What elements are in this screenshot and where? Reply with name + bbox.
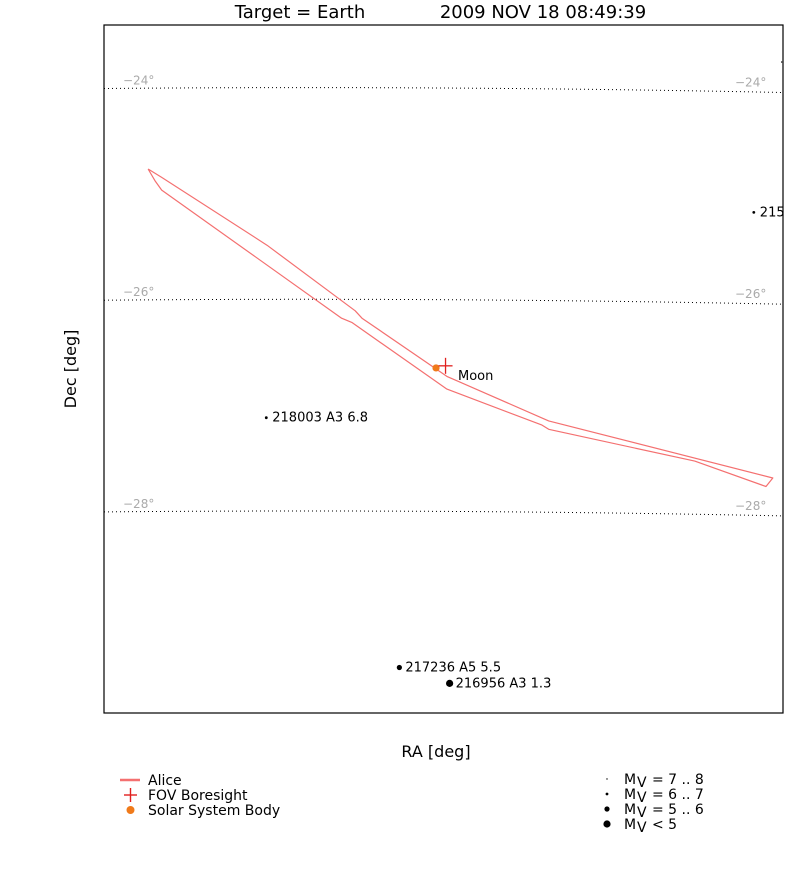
dec-grid-label: −24° [735,76,766,90]
magnitude-symbol: M [624,787,636,803]
dec-grid-label: −26° [735,287,766,301]
magnitude-symbol: M [624,817,636,833]
dec-gridline [103,510,784,517]
legend-item: Solar System Body [126,803,280,819]
alice-slit-outline [147,168,774,488]
legend-star-swatch [603,820,611,828]
magnitude-subscript: V [637,805,647,821]
legend-magnitude-item: M V = 5 .. 6 [604,802,704,821]
legend-star-swatch [606,778,608,780]
legend-label: Solar System Body [148,803,280,819]
star-marker [264,416,268,420]
dec-gridline [103,87,784,94]
dec-grid-label: −28° [123,497,154,511]
chart-title-time: 2009 NOV 18 08:49:39 [440,2,646,23]
legend-label: Alice [148,773,182,789]
star-label: 217236 A5 5.5 [405,660,501,675]
star-marker [752,210,756,214]
legend-cross-swatch [124,788,137,802]
dec-grid-label: −24° [123,74,154,88]
legend-magnitude-item: M V = 7 .. 8 [606,772,704,791]
dec-grid-label: −28° [735,499,766,513]
magnitude-subscript: V [637,820,647,836]
magnitude-range: = 7 .. 8 [652,772,704,788]
chart-title-target: Target = Earth [234,2,365,23]
magnitude-range: = 5 .. 6 [652,802,704,818]
magnitude-range: < 5 [652,817,677,833]
star-marker [396,664,402,671]
star-label: 215 [760,205,785,220]
legend-label: FOV Boresight [148,788,248,804]
star-marker [780,61,783,63]
legend-item: Alice [120,773,182,789]
magnitude-range: = 6 .. 7 [652,787,704,803]
dec-grid: −24° −24° −26° −26° −28° −28° [103,74,784,517]
magnitude-symbol: M [624,802,636,818]
star-label: 218003 A3 6.8 [272,411,368,426]
plot-frame [103,24,784,714]
magnitude-symbol: M [624,772,636,788]
y-axis-label: Dec [deg] [61,330,80,409]
solar-body-layer: Moon [432,357,493,384]
magnitude-subscript: V [637,790,647,806]
star-marker [446,679,454,687]
legend-magnitude-item: M V < 5 [603,817,677,836]
star-label: 216956 A3 1.3 [456,676,552,691]
legend-star-swatch [604,806,610,812]
legend-star-swatch [605,792,609,796]
legend-dot-swatch [126,806,135,814]
dec-gridline [103,298,784,305]
moon-label: Moon [458,369,493,384]
legend-item: FOV Boresight [124,788,248,804]
moon-marker [432,364,440,372]
legend-magnitude-item: M V = 6 .. 7 [605,787,704,806]
magnitude-subscript: V [637,775,647,791]
dec-grid-label: −26° [123,285,154,299]
boresight-cross [438,357,453,374]
legend-magnitudes: M V = 7 .. 8M V = 6 .. 7M V = 5 .. 6M V < 5 [603,772,704,836]
x-axis-label: RA [deg] [401,742,470,761]
alice-slit-layer [147,168,774,488]
